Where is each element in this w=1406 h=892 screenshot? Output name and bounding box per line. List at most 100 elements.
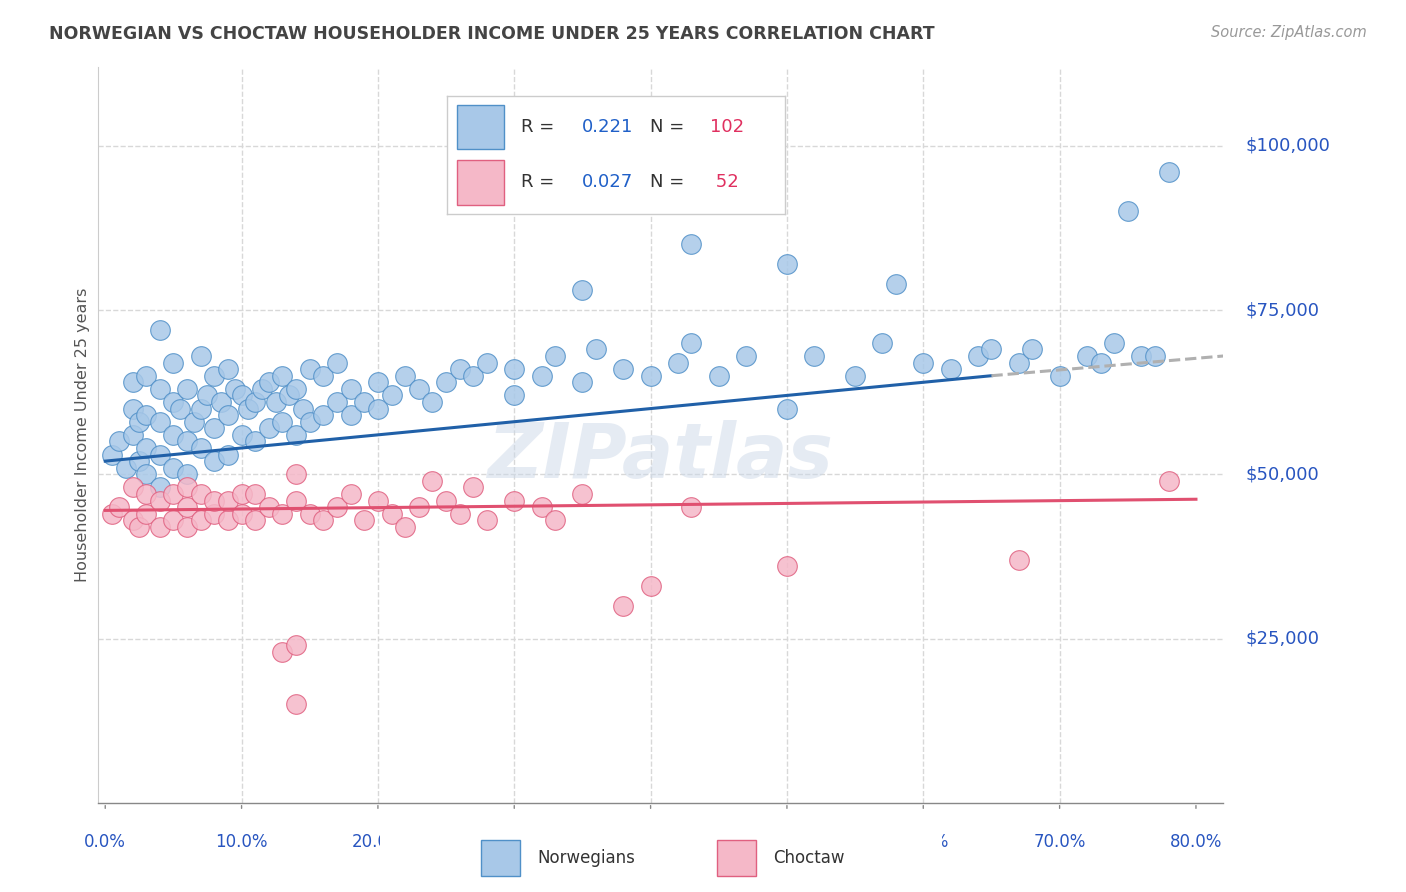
Point [422,474,444,488]
Point [353,395,375,409]
Point [380,388,402,402]
Point [681,237,703,252]
Point [245,434,267,449]
Point [298,507,321,521]
Point [298,415,321,429]
Point [209,395,232,409]
Point [238,401,260,416]
Point [408,382,430,396]
Point [190,441,212,455]
Point [803,349,825,363]
Point [394,520,416,534]
Text: 40.0%: 40.0% [624,833,676,851]
Point [190,349,212,363]
Point [326,355,349,369]
Point [278,388,301,402]
Point [190,513,212,527]
Point [135,467,157,482]
Point [257,376,280,390]
Point [544,349,567,363]
Point [162,460,184,475]
Text: 80.0%: 80.0% [1170,833,1222,851]
Point [681,500,703,515]
Point [434,376,457,390]
Point [285,698,308,712]
Point [1102,335,1125,350]
Point [162,487,184,501]
Point [1076,349,1098,363]
Point [640,368,662,383]
Text: 30.0%: 30.0% [488,833,540,851]
Point [176,467,198,482]
Point [101,507,124,521]
Point [503,362,526,376]
Text: $75,000: $75,000 [1246,301,1320,319]
Point [367,401,389,416]
Point [463,368,485,383]
Point [285,467,308,482]
Text: ZIPatlas: ZIPatlas [488,420,834,494]
Point [394,368,416,383]
Point [197,388,219,402]
Point [1157,165,1180,179]
Point [257,500,280,515]
Point [190,487,212,501]
Point [285,493,308,508]
Point [121,480,143,494]
Point [1090,355,1112,369]
Point [966,349,988,363]
Point [353,513,375,527]
Text: $50,000: $50,000 [1246,466,1319,483]
Point [245,513,267,527]
Text: $25,000: $25,000 [1246,630,1320,648]
Point [149,415,172,429]
Point [707,368,730,383]
Point [1157,474,1180,488]
Point [162,395,184,409]
Point [121,376,143,390]
Point [149,520,172,534]
Point [980,343,1002,357]
Point [149,448,172,462]
Point [121,401,143,416]
Point [312,368,335,383]
Point [1021,343,1043,357]
Point [128,454,150,468]
Point [585,343,607,357]
Point [101,448,124,462]
Point [128,415,150,429]
Point [681,335,703,350]
Text: 10.0%: 10.0% [215,833,267,851]
Point [231,427,253,442]
Point [291,401,314,416]
Point [326,395,349,409]
Point [1116,204,1139,219]
Point [884,277,907,291]
Point [367,376,389,390]
Text: 0.0%: 0.0% [84,833,127,851]
Point [135,507,157,521]
Point [224,382,246,396]
Point [176,500,198,515]
Point [1008,355,1031,369]
Point [285,382,308,396]
Point [339,408,361,422]
Point [176,382,198,396]
Point [162,427,184,442]
Point [571,283,593,297]
Point [135,368,157,383]
Point [108,500,131,515]
Point [463,480,485,494]
Point [217,493,239,508]
Point [271,507,294,521]
Point [231,507,253,521]
Point [530,368,553,383]
Text: 20.0%: 20.0% [352,833,404,851]
Point [190,401,212,416]
Point [312,513,335,527]
Point [298,362,321,376]
Point [217,408,239,422]
Point [776,257,799,271]
Text: Source: ZipAtlas.com: Source: ZipAtlas.com [1211,25,1367,40]
Point [776,401,799,416]
